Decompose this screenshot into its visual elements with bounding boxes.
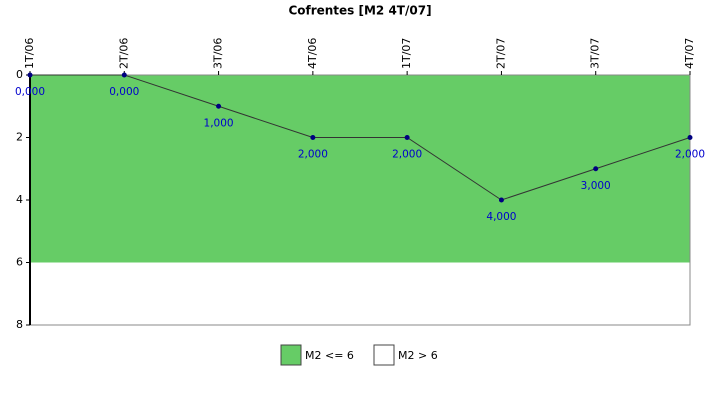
point xyxy=(121,72,127,78)
x-tick-label: 2T/07 xyxy=(494,38,507,69)
x-tick-label: 1T/07 xyxy=(400,38,413,69)
band xyxy=(30,262,690,325)
value-label: 3,000 xyxy=(581,180,611,192)
point xyxy=(310,135,316,140)
legend-label: M2 <= 6 xyxy=(305,349,354,362)
value-label: 2,000 xyxy=(392,149,422,161)
y-tick-label: 4 xyxy=(16,193,23,206)
x-tick-label: 3T/06 xyxy=(212,38,225,69)
legend-swatch xyxy=(373,344,395,366)
point xyxy=(498,197,504,203)
point xyxy=(687,135,693,140)
value-label: 2,000 xyxy=(298,149,328,161)
chart-title: Cofrentes [M2 4T/07] xyxy=(288,4,431,18)
x-tick-label: 4T/06 xyxy=(306,38,319,69)
x-tick-label: 2T/06 xyxy=(117,38,130,69)
point xyxy=(404,135,410,140)
value-label: 0,000 xyxy=(15,86,45,98)
y-tick-label: 0 xyxy=(16,68,23,81)
value-label: 0,000 xyxy=(109,86,139,98)
point xyxy=(216,103,222,109)
y-tick-label: 2 xyxy=(16,131,23,144)
point xyxy=(27,72,33,78)
x-tick-label: 3T/07 xyxy=(589,38,602,69)
band xyxy=(30,75,690,263)
value-label: 1,000 xyxy=(204,117,234,129)
point xyxy=(593,166,599,172)
y-tick-label: 8 xyxy=(16,318,23,331)
legend-swatch xyxy=(280,344,302,366)
legend-label: M2 > 6 xyxy=(398,349,438,362)
y-tick-label: 6 xyxy=(16,256,23,269)
value-label: 2,000 xyxy=(675,149,705,161)
x-tick-label: 4T/07 xyxy=(683,38,696,69)
x-tick-label: 1T/06 xyxy=(23,38,36,69)
value-label: 4,000 xyxy=(486,211,516,223)
series-line xyxy=(30,74,691,201)
